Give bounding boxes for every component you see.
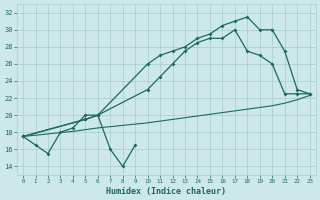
X-axis label: Humidex (Indice chaleur): Humidex (Indice chaleur): [106, 187, 226, 196]
